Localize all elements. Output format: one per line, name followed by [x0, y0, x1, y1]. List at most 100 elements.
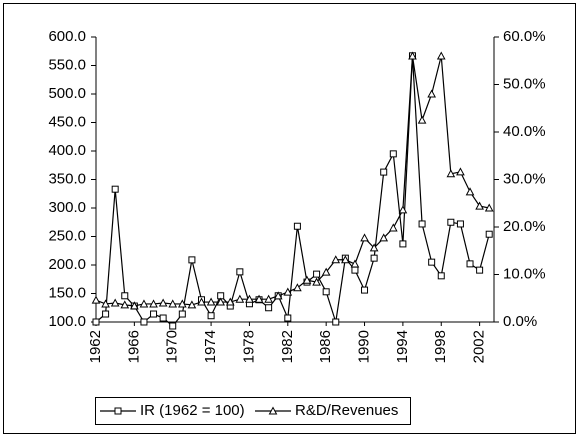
data-point: [322, 288, 330, 296]
y-tick-label: 250.0: [48, 227, 86, 244]
data-point: [351, 266, 359, 274]
data-point: [417, 115, 427, 124]
chart-frame: [3, 3, 576, 434]
data-point: [313, 270, 321, 278]
y2-tick-label: 10.0%: [503, 265, 546, 282]
data-point: [485, 230, 493, 238]
x-tick-label: 1990: [355, 330, 372, 363]
data-point: [150, 310, 158, 318]
data-point: [428, 258, 436, 266]
data-point: [321, 267, 331, 276]
data-point: [399, 240, 407, 248]
data-point: [476, 266, 484, 274]
data-point: [332, 318, 340, 326]
x-tick-label: 1962: [87, 330, 104, 363]
y-tick-label: 350.0: [48, 170, 86, 187]
legend-marker: [268, 406, 278, 415]
data-point: [264, 294, 273, 303]
data-point: [369, 243, 379, 252]
data-point: [350, 259, 360, 268]
data-point: [91, 295, 101, 304]
y2-tick-label: 60.0%: [503, 28, 546, 45]
data-point: [92, 318, 100, 326]
data-point: [197, 297, 206, 306]
data-point: [360, 233, 369, 242]
data-point: [408, 51, 417, 60]
y-tick-label: 450.0: [48, 113, 86, 130]
y-tick-label: 500.0: [48, 85, 86, 102]
x-tick-label: 1986: [317, 330, 334, 363]
data-point: [302, 275, 312, 284]
data-point: [283, 287, 293, 296]
data-point: [418, 220, 426, 228]
data-point: [398, 205, 408, 214]
data-point: [466, 260, 474, 268]
legend-label: IR (1962 = 100): [140, 402, 245, 419]
data-point: [341, 255, 350, 264]
y2-tick-label: 50.0%: [503, 75, 546, 92]
data-point: [207, 312, 215, 320]
data-point: [158, 298, 168, 307]
x-tick-label: 1994: [394, 330, 411, 363]
data-point: [273, 291, 283, 300]
data-point: [312, 277, 321, 286]
y2-tick-label: 0.0%: [503, 313, 537, 330]
data-point: [111, 185, 119, 193]
data-point: [293, 283, 302, 292]
data-point: [110, 298, 120, 307]
data-point: [331, 255, 341, 264]
data-point: [456, 220, 464, 228]
data-point: [427, 89, 437, 98]
y2-tick-label: 20.0%: [503, 218, 546, 235]
data-point: [484, 203, 494, 212]
data-point: [265, 304, 273, 312]
data-point: [361, 286, 369, 294]
x-tick-label: 1978: [240, 330, 257, 363]
data-point: [120, 300, 130, 309]
y-tick-label: 100.0: [48, 313, 86, 330]
data-point: [102, 310, 110, 318]
data-point: [225, 297, 235, 306]
data-point: [130, 301, 139, 310]
data-point: [370, 254, 378, 262]
y-tick-label: 600.0: [48, 28, 86, 45]
data-point: [206, 297, 216, 306]
data-point: [188, 256, 196, 264]
y-tick-label: 400.0: [48, 142, 86, 159]
x-tick-label: 2002: [471, 330, 488, 363]
data-point: [168, 299, 178, 308]
data-point: [139, 299, 149, 308]
x-tick-label: 1974: [202, 330, 219, 363]
data-point: [254, 294, 264, 303]
data-point: [446, 169, 456, 178]
data-point: [177, 299, 187, 308]
legend-label: R&D/Revenues: [295, 402, 398, 419]
data-point: [465, 187, 475, 196]
data-point: [389, 150, 397, 158]
y2-tick-label: 40.0%: [503, 123, 546, 140]
data-point: [447, 218, 455, 226]
data-point: [388, 223, 398, 232]
y-tick-label: 150.0: [48, 284, 86, 301]
data-point: [379, 233, 389, 242]
data-point: [178, 310, 186, 318]
y-tick-label: 200.0: [48, 256, 86, 273]
data-point: [121, 292, 129, 300]
data-point: [245, 294, 254, 303]
data-point: [159, 314, 167, 322]
data-point: [475, 201, 484, 210]
legend-box: [95, 397, 411, 425]
x-tick-label: 1982: [279, 330, 296, 363]
x-tick-label: 1970: [164, 330, 181, 363]
data-point: [284, 314, 292, 322]
x-tick-label: 1966: [125, 330, 142, 363]
data-point: [235, 294, 245, 303]
x-tick-label: 1998: [432, 330, 449, 363]
data-point: [187, 300, 197, 309]
data-point: [216, 297, 226, 306]
data-point: [140, 318, 148, 326]
data-point: [456, 167, 465, 176]
y2-tick-label: 30.0%: [503, 170, 546, 187]
y-tick-label: 550.0: [48, 56, 86, 73]
